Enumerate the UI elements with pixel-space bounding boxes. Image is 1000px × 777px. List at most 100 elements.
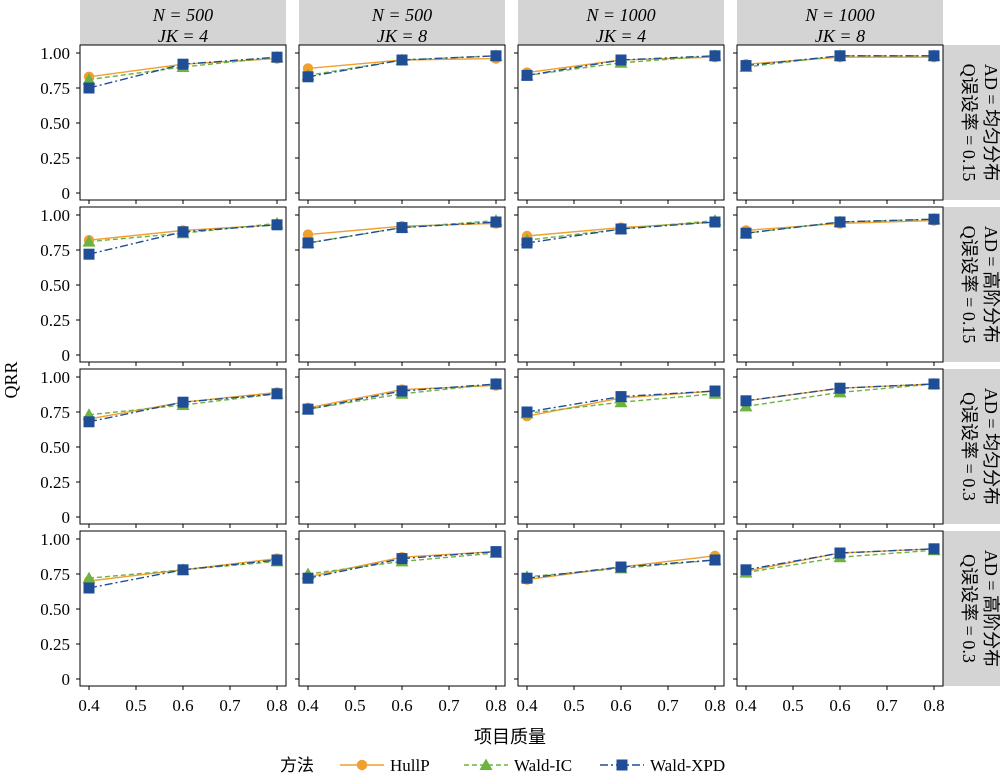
row-strip-bg [942, 369, 1000, 524]
axis-tick-labels: 0 0.25 0.50 0.75 1.00 0 0.25 0.50 0.75 1.00 0 0.25 0… [40, 44, 944, 715]
panel-r1-c4 [733, 44, 944, 204]
x-tick-label: 0.8 [704, 696, 725, 715]
data-point-wald-xpd [302, 237, 314, 249]
data-point-wald-xpd [302, 403, 314, 415]
y-tick-label: 1.00 [40, 368, 70, 387]
data-point-wald-xpd [615, 54, 627, 66]
data-point-wald-xpd [740, 227, 752, 239]
panel-r3-c2 [295, 368, 506, 528]
column-strip-jk-label: JK = 4 [158, 26, 208, 46]
data-point-wald-xpd [521, 237, 533, 249]
x-tick-label: 0.8 [266, 696, 287, 715]
panel-r4-c3 [514, 530, 725, 690]
data-point-wald-xpd [928, 378, 940, 390]
legend-marker-wald-ic [479, 758, 493, 770]
x-tick-label: 0.6 [829, 696, 850, 715]
row-strip-bg [942, 531, 1000, 686]
data-point-wald-xpd [928, 543, 940, 555]
panel-r1-c2 [295, 44, 506, 204]
data-point-wald-xpd [740, 60, 752, 72]
y-tick-label: 0.75 [40, 403, 70, 422]
y-tick-label: 0 [62, 184, 71, 203]
legend-label-wald-ic: Wald-IC [514, 756, 572, 775]
data-point-wald-xpd [928, 50, 940, 62]
data-point-wald-xpd [271, 554, 283, 566]
row-strip-line1: Q误设率 = 0.15 [959, 226, 979, 344]
panel-r4-c4 [733, 530, 944, 690]
y-tick-label: 0.50 [40, 114, 70, 133]
column-strip-n-label: N = 1000 [585, 5, 655, 25]
data-point-wald-xpd [834, 382, 846, 394]
data-point-wald-xpd [271, 219, 283, 231]
data-point-wald-xpd [83, 582, 95, 594]
data-point-wald-xpd [521, 572, 533, 584]
data-point-wald-xpd [490, 50, 502, 62]
panel-r2-c4 [733, 206, 944, 366]
panel-r1-c1 [76, 44, 287, 204]
data-point-wald-xpd [740, 564, 752, 576]
y-tick-label: 0.50 [40, 600, 70, 619]
panel-r3-c1 [76, 368, 287, 528]
y-tick-label: 0.25 [40, 635, 70, 654]
column-strip-jk-label: JK = 8 [377, 26, 427, 46]
y-tick-label: 0.75 [40, 79, 70, 98]
data-point-wald-xpd [709, 216, 721, 228]
data-point-wald-xpd [177, 396, 189, 408]
data-point-wald-xpd [396, 54, 408, 66]
panel-r3-c4 [733, 368, 944, 528]
y-tick-label: 1.00 [40, 44, 70, 63]
panel-r2-c1 [76, 206, 287, 366]
data-point-wald-xpd [271, 51, 283, 63]
data-point-wald-xpd [396, 222, 408, 234]
y-tick-label: 0.75 [40, 565, 70, 584]
legend-marker-hullp [356, 759, 368, 771]
y-tick-label: 0 [62, 670, 71, 689]
data-point-wald-xpd [709, 385, 721, 397]
column-strip-jk-label: JK = 8 [815, 26, 865, 46]
data-point-wald-ic [82, 571, 96, 584]
row-strip-bg [942, 207, 1000, 362]
y-tick-label: 0 [62, 508, 71, 527]
row-strip-line2: AD = 高阶分布 [981, 550, 1000, 667]
x-tick-label: 0.5 [563, 696, 584, 715]
data-point-wald-xpd [834, 216, 846, 228]
data-point-wald-xpd [615, 561, 627, 573]
panel-r2-c2 [295, 206, 506, 366]
data-point-wald-xpd [490, 546, 502, 558]
y-tick-label: 0.25 [40, 149, 70, 168]
data-point-wald-xpd [709, 554, 721, 566]
data-point-wald-xpd [521, 69, 533, 81]
column-strip-bg [80, 0, 286, 45]
column-strip-n-label: N = 500 [152, 5, 213, 25]
data-point-hullp [302, 229, 314, 240]
data-point-wald-xpd [177, 58, 189, 70]
chart-panels [76, 44, 944, 690]
x-tick-label: 0.4 [516, 696, 538, 715]
data-point-wald-xpd [83, 248, 95, 260]
x-tick-label: 0.4 [297, 696, 319, 715]
data-point-wald-xpd [521, 406, 533, 418]
panel-r4-c2 [295, 530, 506, 690]
panel-frame [736, 44, 944, 201]
data-point-wald-xpd [490, 378, 502, 390]
data-point-wald-xpd [177, 564, 189, 576]
y-tick-label: 1.00 [40, 530, 70, 549]
x-tick-label: 0.8 [923, 696, 944, 715]
legend: 方法 HullP Wald-IC Wald-XPD [280, 756, 725, 775]
y-tick-label: 1.00 [40, 206, 70, 225]
legend-label-hullp: HullP [390, 756, 430, 775]
y-tick-label: 0.25 [40, 473, 70, 492]
x-tick-label: 0.6 [391, 696, 412, 715]
y-tick-label: 0.50 [40, 276, 70, 295]
row-strip-line2: AD = 均匀分布 [981, 64, 1000, 181]
x-tick-label: 0.8 [485, 696, 506, 715]
row-strip-line1: Q误设率 = 0.3 [959, 554, 979, 663]
panel-frame [79, 530, 287, 687]
x-tick-label: 0.6 [610, 696, 631, 715]
row-strip-bg [942, 45, 1000, 200]
data-point-wald-xpd [615, 391, 627, 403]
y-tick-label: 0.75 [40, 241, 70, 260]
